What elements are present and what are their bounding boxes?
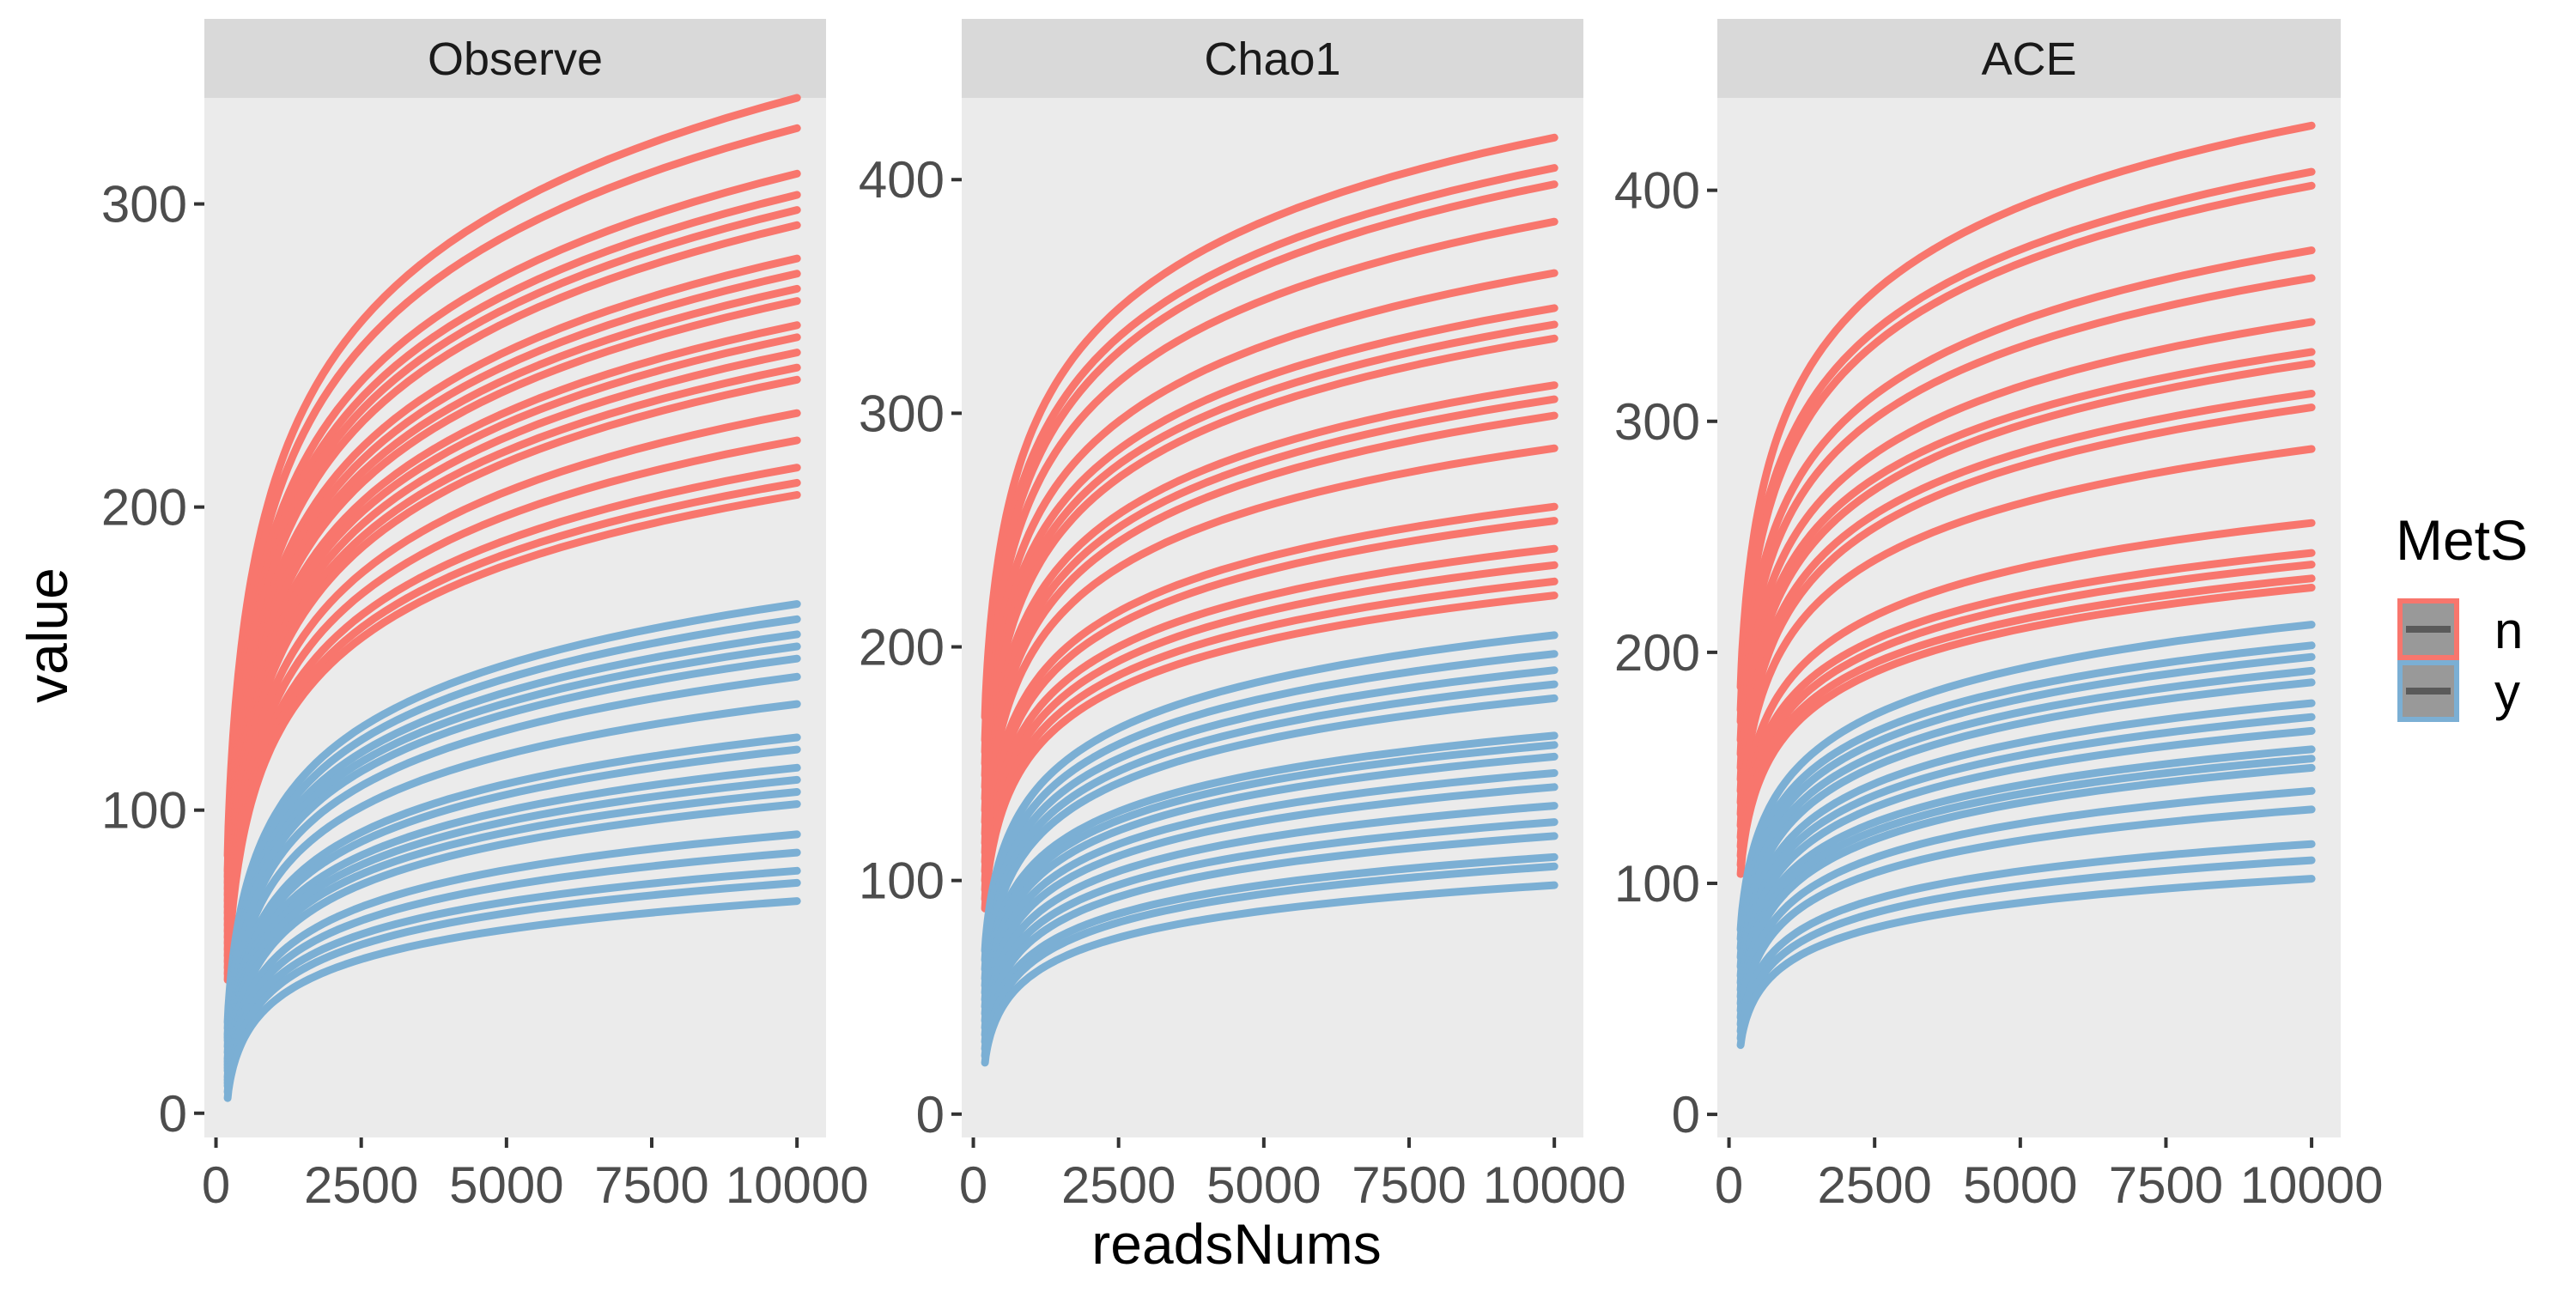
y-tick-label: 100 [1614,855,1700,913]
x-tick-label: 0 [1715,1156,1743,1214]
y-axis-title: value [15,567,79,703]
series-line-y [981,694,1558,990]
y-tick-label: 200 [101,479,187,537]
series-line-n [1736,181,2316,726]
y-tick-label: 400 [1614,162,1700,220]
series-line-y [981,862,1558,1060]
series-line-n [981,591,1558,913]
x-tick-label: 5000 [1206,1156,1321,1214]
x-tick-label: 10000 [726,1156,869,1214]
series-line-n [1736,519,2316,841]
legend-label-n: n [2494,602,2523,659]
x-tick-label: 10000 [1483,1156,1626,1214]
x-tick-label: 0 [202,1156,230,1214]
x-tick-label: 7500 [1352,1156,1466,1214]
facet-strip-label: ACE [1981,33,2076,85]
y-tick-label: 0 [159,1085,187,1143]
series-line-y [1736,856,2316,1042]
facet-strip-0 [204,19,826,98]
series-line-n [1736,584,2316,878]
series-line-y [1736,875,2316,1049]
x-tick-label: 7500 [2109,1156,2223,1214]
y-tick-label: 300 [101,176,187,234]
series-line-y [1736,840,2316,1035]
y-tick-label: 400 [859,151,945,209]
x-tick-label: 10000 [2240,1156,2384,1214]
x-tick-label: 5000 [449,1156,563,1214]
series-line-n [1736,403,2316,818]
x-tick-label: 2500 [1061,1156,1176,1214]
y-tick-label: 300 [1614,393,1700,451]
y-tick-label: 100 [859,852,945,910]
facet-strip-label: Observe [428,33,603,85]
x-tick-label: 2500 [1817,1156,1931,1214]
series-line-y [981,881,1558,1067]
panel-background-1 [962,98,1583,1137]
facet-strip-label: Chao1 [1204,33,1340,85]
y-tick-label: 200 [1614,624,1700,682]
facet-strip-2 [1717,19,2341,98]
y-tick-label: 100 [101,782,187,840]
x-tick-label: 2500 [304,1156,418,1214]
series-line-y [981,832,1558,1046]
series-line-n [981,444,1558,857]
y-tick-label: 0 [916,1086,945,1143]
legend-label-y: y [2494,664,2520,721]
series-line-n [223,491,801,984]
x-axis-title: readsNums [1091,1212,1381,1276]
series-line-n [1736,274,2316,758]
facet-strip-1 [962,19,1583,98]
y-tick-label: 0 [1672,1086,1700,1143]
legend-title: MetS [2396,508,2528,572]
series-line-n [1736,121,2316,691]
x-tick-label: 5000 [1963,1156,2077,1214]
x-tick-label: 0 [959,1156,987,1214]
y-tick-label: 200 [859,619,945,676]
y-tick-label: 300 [859,385,945,442]
series-line-y [223,897,801,1102]
series-line-n [1736,445,2316,830]
series-line-y [1736,805,2316,1028]
x-tick-label: 7500 [594,1156,708,1214]
